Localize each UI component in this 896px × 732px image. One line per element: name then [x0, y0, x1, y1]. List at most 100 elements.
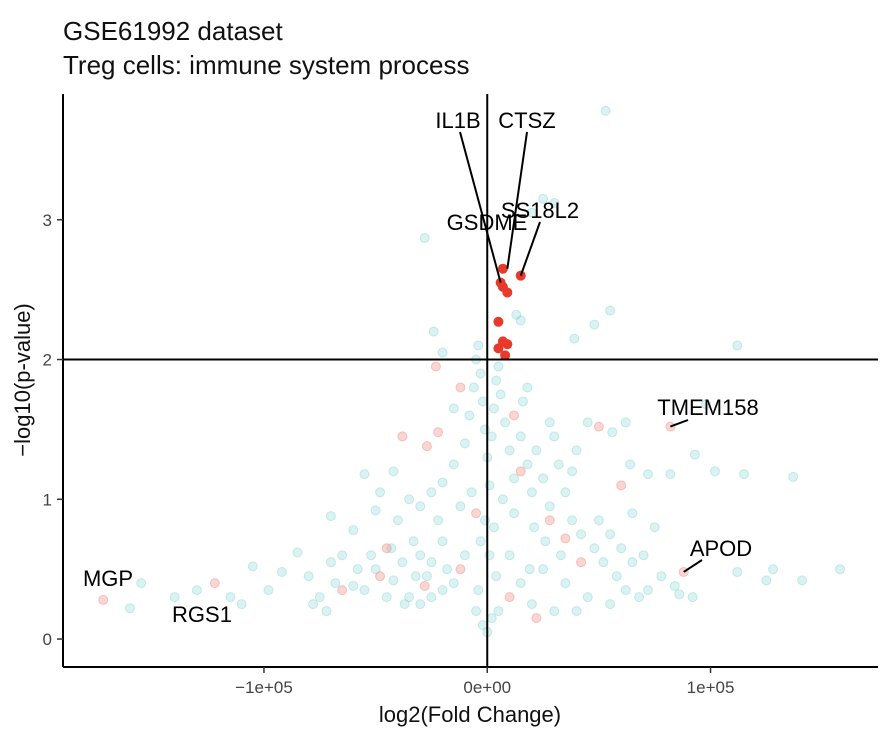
gene-label: SS18L2: [501, 198, 579, 223]
data-point: [732, 566, 743, 577]
data-point: [477, 396, 488, 407]
data-point: [352, 564, 363, 575]
data-point: [627, 557, 638, 568]
data-point: [473, 340, 484, 351]
label-leader-line: [669, 419, 689, 428]
data-point: [560, 487, 571, 498]
data-point: [448, 578, 459, 589]
data-point: [426, 557, 437, 568]
data-point: [330, 578, 341, 589]
data-point: [392, 515, 403, 526]
gene-label: GSDME: [447, 210, 528, 235]
data-point: [459, 438, 470, 449]
data-point: [486, 613, 497, 624]
significant-points-layer: [493, 263, 526, 361]
data-point: [526, 599, 537, 610]
data-point: [359, 585, 370, 596]
data-point: [788, 471, 799, 482]
data-point: [124, 603, 135, 614]
data-point: [191, 585, 202, 596]
pathway-data-point: [616, 480, 627, 491]
data-point: [169, 592, 180, 603]
data-point: [567, 466, 578, 477]
data-point: [665, 469, 676, 480]
y-axis-label: −log10(p-value): [10, 303, 35, 456]
data-point: [348, 525, 359, 536]
pathway-data-point: [98, 594, 109, 605]
data-point: [415, 599, 426, 610]
data-point: [768, 564, 779, 575]
pathway-data-point: [433, 427, 444, 438]
data-point: [486, 431, 497, 442]
data-point: [549, 606, 560, 617]
y-tick-label: 2: [43, 351, 52, 370]
background-points-layer: [124, 105, 846, 638]
data-point: [475, 368, 486, 379]
data-point: [589, 319, 600, 330]
data-point: [381, 592, 392, 603]
data-point: [607, 427, 618, 438]
data-point: [511, 309, 522, 320]
pathway-points-layer: [98, 361, 689, 624]
gene-label: TMEM158: [657, 395, 758, 420]
data-point: [399, 599, 410, 610]
pathway-data-point: [471, 508, 482, 519]
data-point: [509, 473, 520, 484]
x-tick-label: 0e+00: [463, 678, 511, 697]
data-point: [569, 333, 580, 344]
data-point: [421, 571, 432, 582]
data-point: [544, 417, 555, 428]
data-point: [538, 193, 549, 204]
data-point: [276, 566, 287, 577]
data-point: [835, 564, 846, 575]
data-point: [497, 494, 508, 505]
gene-label: CTSZ: [498, 108, 555, 133]
significant-data-point: [497, 263, 508, 274]
chart-subtitle: Treg cells: immune system process: [63, 50, 470, 80]
data-point: [493, 606, 504, 617]
data-point: [571, 606, 582, 617]
data-point: [325, 511, 336, 522]
data-point: [538, 473, 549, 484]
data-point: [236, 599, 247, 610]
data-point: [437, 347, 448, 358]
data-point: [549, 431, 560, 442]
pathway-data-point: [544, 515, 555, 526]
data-point: [473, 585, 484, 596]
data-point: [437, 536, 448, 547]
data-point: [410, 571, 421, 582]
data-point: [408, 536, 419, 547]
axes: −1e+05 0e+00 1e+05 0 1 2 3: [43, 94, 878, 697]
pathway-data-point: [381, 543, 392, 554]
data-point: [388, 466, 399, 477]
pathway-data-point: [515, 466, 526, 477]
data-point: [689, 449, 700, 460]
data-point: [605, 305, 616, 316]
data-point: [540, 536, 551, 547]
y-tick-label: 3: [43, 211, 52, 230]
data-point: [303, 571, 314, 582]
label-leader-line: [519, 221, 541, 277]
data-point: [797, 575, 808, 586]
pathway-data-point: [337, 585, 348, 596]
x-axis-label: log2(Fold Change): [379, 702, 561, 727]
label-leader-line: [459, 131, 502, 283]
pathway-data-point: [593, 421, 604, 432]
pathway-data-point: [455, 564, 466, 575]
gene-label: MGP: [83, 566, 133, 591]
data-point: [136, 578, 147, 589]
y-tick-label: 0: [43, 630, 52, 649]
pathway-data-point: [576, 557, 587, 568]
x-tick-label: −1e+05: [235, 678, 293, 697]
data-point: [593, 515, 604, 526]
data-point: [598, 557, 609, 568]
data-point: [643, 469, 654, 480]
data-point: [475, 536, 486, 547]
pathway-data-point: [397, 431, 408, 442]
data-point: [415, 501, 426, 512]
data-point: [515, 431, 526, 442]
pathway-data-point: [560, 533, 571, 544]
pathway-data-point: [421, 441, 432, 452]
data-point: [437, 585, 448, 596]
